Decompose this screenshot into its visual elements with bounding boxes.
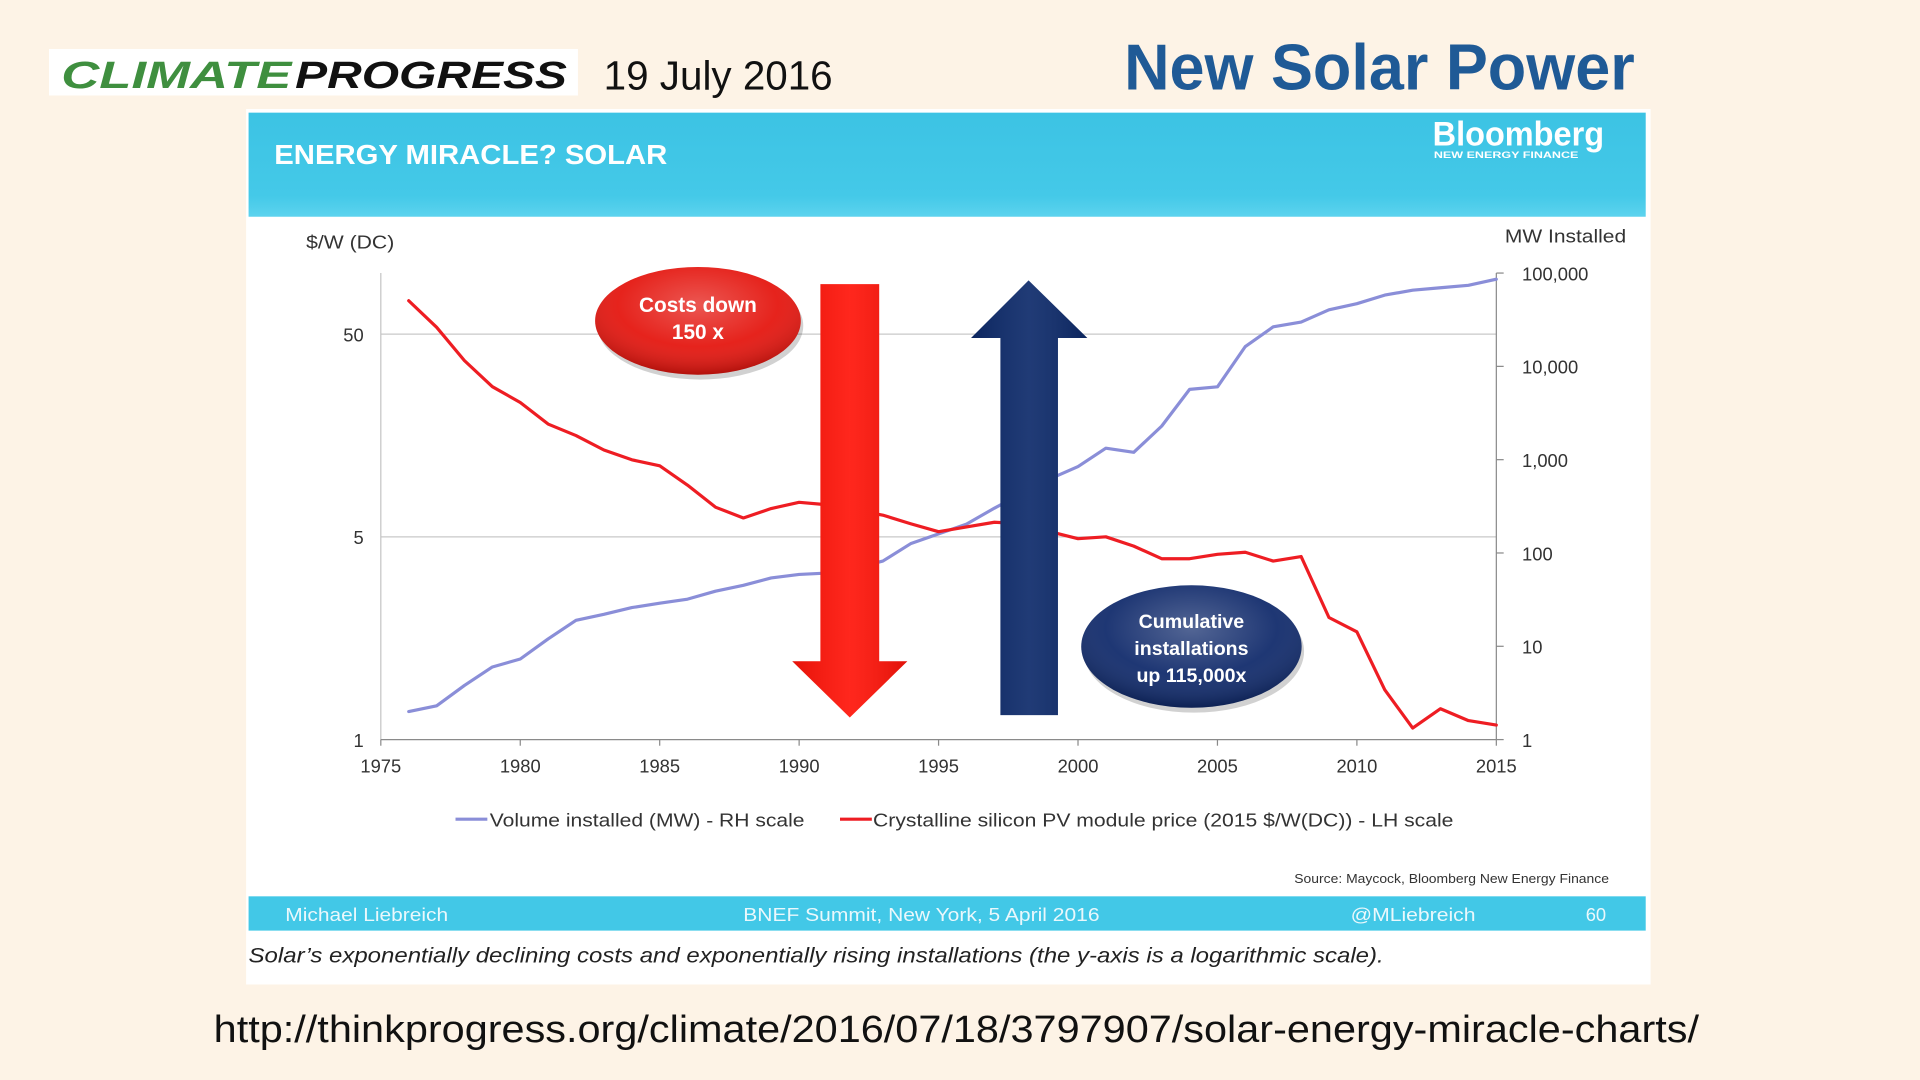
left-axis-label: $/W (DC) [306, 232, 394, 253]
series [407, 277, 1498, 730]
right-tick-label: 100 [1522, 543, 1553, 564]
footer-author: Michael Liebreich [285, 904, 448, 925]
left-tick-label: 5 [353, 527, 363, 548]
footer-event: BNEF Summit, New York, 5 April 2016 [743, 904, 1099, 925]
chart-panel [246, 108, 1651, 985]
x-tick-label: 1975 [360, 756, 401, 777]
brand-name: Bloomberg [1433, 116, 1604, 154]
x-tick-label: 2005 [1197, 756, 1238, 777]
x-tick-label: 2010 [1336, 756, 1377, 777]
brand-subtitle: NEW ENERGY FINANCE [1434, 150, 1578, 160]
gridlines [380, 333, 1497, 538]
installations-callout-line-3: up 115,000x [1136, 665, 1246, 687]
costs-callout-shine [595, 266, 801, 375]
x-tick-label: 2015 [1476, 756, 1517, 777]
costs-callout-line-1: Costs down [639, 294, 757, 317]
page-title: New Solar Power [1124, 30, 1635, 103]
logo: CLIMATE PROGRESS [48, 48, 578, 97]
right-tick-label: 10,000 [1522, 357, 1578, 378]
installations-callout-line-1: Cumulative [1139, 611, 1245, 633]
slide-footer-band [248, 896, 1646, 931]
x-tick-label: 2000 [1058, 756, 1099, 777]
costs-callout-line-2: 150 x [672, 321, 724, 344]
costs-down-arrow-shade [792, 284, 908, 718]
header-date: 19 July 2016 [604, 52, 833, 98]
right-tick-label: 100,000 [1522, 263, 1588, 284]
logo-background [48, 48, 578, 96]
x-tick-label: 1985 [639, 756, 680, 777]
series-line-module-price [407, 299, 1498, 730]
footer-page-number: 60 [1586, 904, 1606, 925]
logo-text-progress: PROGRESS [295, 55, 567, 97]
x-tick-label: 1990 [779, 756, 820, 777]
bloomberg-logo: Bloomberg NEW ENERGY FINANCE [1433, 116, 1604, 160]
left-tick-label: 50 [343, 324, 363, 345]
right-tick-label: 1,000 [1522, 450, 1568, 471]
footer-handle: @MLiebreich [1351, 904, 1476, 925]
legend: Volume installed (MW) - RH scale Crystal… [455, 810, 1453, 831]
right-axis-label: MW Installed [1505, 225, 1626, 246]
right-tick-label: 10 [1522, 637, 1542, 658]
legend-label-price: Crystalline silicon PV module price (201… [873, 810, 1453, 831]
installations-callout: Cumulative installations up 115,000x [1081, 585, 1305, 713]
legend-label-volume: Volume installed (MW) - RH scale [490, 810, 805, 831]
x-tick-label: 1995 [918, 756, 959, 777]
tick-labels: 50 5 1 100,000 10,000 1,000 100 10 1 1975 1980 1985… [343, 263, 1588, 776]
installations-callout-shine [1081, 585, 1302, 708]
installations-up-arrow-shade [971, 280, 1088, 716]
left-tick-label: 1 [353, 730, 363, 751]
costs-callout: Costs down 150 x [595, 266, 804, 380]
right-tick-label: 1 [1522, 730, 1532, 751]
logo-text-climate: CLIMATE [61, 55, 294, 97]
chart-banner [248, 112, 1646, 217]
source-url: http://thinkprogress.org/climate/2016/07… [214, 1009, 1700, 1051]
x-tick-label: 1980 [500, 756, 541, 777]
source-note: Source: Maycock, Bloomberg New Energy Fi… [1294, 871, 1609, 886]
chart-title: ENERGY MIRACLE? SOLAR [274, 139, 667, 170]
chart-caption: Solar’s exponentially declining costs an… [249, 943, 1384, 967]
installations-callout-line-2: installations [1134, 638, 1248, 660]
